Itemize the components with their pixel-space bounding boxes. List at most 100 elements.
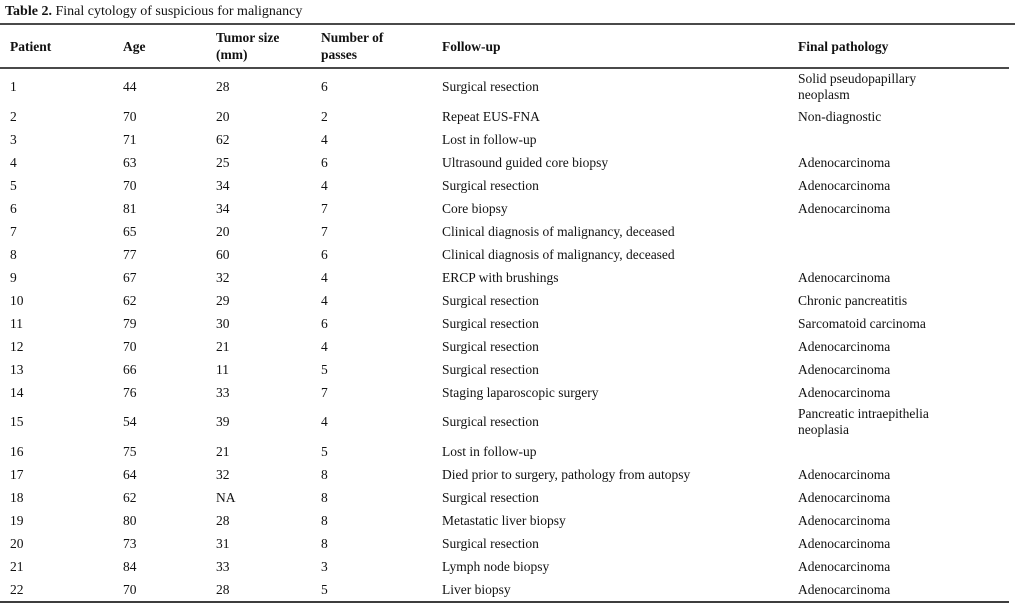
cell-tumor-size: 32 — [216, 269, 230, 285]
table-row: 9 67 32 4 ERCP with brushings Adenocarcinoma — [0, 266, 1009, 289]
table-row: 5 70 34 4 Surgical resection Adenocarcinoma — [0, 174, 1009, 197]
table-row: 11 79 30 6 Surgical resection Sarcomatoid car… — [0, 312, 1009, 335]
cell-follow-up: Clinical diagnosis of malignancy, deceas… — [442, 223, 675, 239]
table-row: 13 66 11 5 Surgical resection Adenocarcinoma — [0, 358, 1009, 381]
cell-tumor-size: 32 — [216, 466, 230, 482]
cell-patient: 15 — [10, 414, 24, 429]
cell-patient: 1 — [10, 79, 17, 94]
cell-follow-up: Surgical resection — [442, 177, 539, 193]
cell-pathology — [798, 128, 1009, 151]
cell-follow-up: Surgical resection — [442, 292, 539, 308]
cell-tumor-size: NA — [216, 489, 236, 505]
cell-patient: 9 — [10, 269, 17, 285]
cell-passes: 8 — [321, 466, 328, 482]
cell-passes: 6 — [321, 154, 328, 170]
cell-pathology: Adenocarcinoma — [798, 489, 891, 505]
table-row: 14 76 33 7 Staging laparoscopic surgery Adeno… — [0, 381, 1009, 404]
col-header-age: Age — [123, 25, 216, 69]
header-row: Patient Age Tumor size (mm) Number of pa… — [0, 25, 1009, 69]
cell-follow-up: ERCP with brushings — [442, 269, 559, 285]
cell-age: 84 — [123, 558, 137, 574]
cell-age: 75 — [123, 443, 137, 459]
table-row: 12 70 21 4 Surgical resection Adenocarcinoma — [0, 335, 1009, 358]
cell-passes: 6 — [321, 79, 328, 94]
cell-tumor-size: 60 — [216, 246, 230, 262]
table-row: 2 70 20 2 Repeat EUS-FNA Non-diagnostic — [0, 105, 1009, 128]
table-row: 19 80 28 8 Metastatic liver biopsy Adenocarci… — [0, 509, 1009, 532]
cell-age: 62 — [123, 489, 137, 505]
table-row: 4 63 25 6 Ultrasound guided core biopsy Adeno… — [0, 151, 1009, 174]
table-row: 15 54 39 4 Surgical resection Pancreatic intr… — [0, 404, 1009, 440]
cell-follow-up: Metastatic liver biopsy — [442, 512, 566, 528]
cell-follow-up: Surgical resection — [442, 315, 539, 331]
cell-pathology: Adenocarcinoma — [798, 558, 891, 574]
cell-patient: 19 — [10, 512, 24, 528]
cell-tumor-size: 28 — [216, 581, 230, 597]
cell-patient: 16 — [10, 443, 24, 459]
cell-patient: 13 — [10, 361, 24, 377]
cell-tumor-size: 33 — [216, 384, 230, 400]
cell-pathology: Adenocarcinoma — [798, 338, 891, 354]
cell-pathology: Chronic pancreatitis — [798, 292, 908, 308]
table-row: 6 81 34 7 Core biopsy Adenocarcinoma — [0, 197, 1009, 220]
cell-age: 67 — [123, 269, 137, 285]
cell-passes: 8 — [321, 489, 328, 505]
cell-age: 71 — [123, 131, 137, 147]
final-cytology-table: Patient Age Tumor size (mm) Number of pa… — [0, 25, 1009, 603]
cell-pathology: Adenocarcinoma — [798, 384, 891, 400]
cell-tumor-size: 30 — [216, 315, 230, 331]
cell-pathology — [798, 440, 1009, 463]
cell-age: 76 — [123, 384, 137, 400]
cell-patient: 3 — [10, 131, 17, 147]
cell-tumor-size: 25 — [216, 154, 230, 170]
cell-follow-up: Lymph node biopsy — [442, 558, 550, 574]
cell-follow-up: Surgical resection — [442, 489, 539, 505]
cell-passes: 5 — [321, 361, 328, 377]
cell-follow-up: Died prior to surgery, pathology from au… — [442, 466, 691, 482]
cell-tumor-size: 33 — [216, 558, 230, 574]
cell-follow-up: Liver biopsy — [442, 581, 511, 597]
cell-pathology: Adenocarcinoma — [798, 154, 891, 170]
cell-tumor-size: 31 — [216, 535, 230, 551]
cell-age: 54 — [123, 414, 137, 429]
cell-follow-up: Surgical resection — [442, 361, 539, 377]
cell-patient: 18 — [10, 489, 24, 505]
table-row: 21 84 33 3 Lymph node biopsy Adenocarcinoma — [0, 555, 1009, 578]
cell-pathology: Adenocarcinoma — [798, 466, 891, 482]
cell-age: 73 — [123, 535, 137, 551]
cell-patient: 10 — [10, 292, 24, 308]
cell-passes: 4 — [321, 292, 328, 308]
cell-passes: 4 — [321, 269, 328, 285]
cell-pathology: Adenocarcinoma — [798, 581, 891, 597]
cell-passes: 6 — [321, 315, 328, 331]
table-caption-label: Table 2. — [5, 4, 52, 19]
col-header-tumor-size: Tumor size (mm) — [216, 25, 321, 69]
cell-age: 70 — [123, 581, 137, 597]
table-body: 1 44 28 6 Surgical resection Solid pseudopapi… — [0, 68, 1009, 602]
table-caption-text: Final cytology of suspicious for maligna… — [51, 4, 303, 19]
table-row: 1 44 28 6 Surgical resection Solid pseudopapi… — [0, 68, 1009, 105]
cell-age: 70 — [123, 177, 137, 193]
cell-age: 80 — [123, 512, 137, 528]
table-row: 16 75 21 5 Lost in follow-up — [0, 440, 1009, 463]
cell-follow-up: Surgical resection — [442, 535, 539, 551]
col-header-passes: Number of passes — [321, 25, 442, 69]
col-header-patient: Patient — [0, 25, 123, 69]
cell-patient: 11 — [10, 315, 23, 331]
cell-tumor-size: 34 — [216, 177, 230, 193]
cell-tumor-size: 34 — [216, 200, 230, 216]
cell-age: 44 — [123, 79, 137, 94]
cell-age: 70 — [123, 338, 137, 354]
cell-age: 62 — [123, 292, 137, 308]
table-row: 3 71 62 4 Lost in follow-up — [0, 128, 1009, 151]
cell-tumor-size: 29 — [216, 292, 230, 308]
table-row: 7 65 20 7 Clinical diagnosis of malignancy, … — [0, 220, 1009, 243]
cell-pathology — [798, 220, 1009, 243]
cell-patient: 8 — [10, 246, 17, 262]
cell-tumor-size: 28 — [216, 79, 230, 94]
cell-passes: 5 — [321, 581, 328, 597]
cell-age: 79 — [123, 315, 137, 331]
table-row: 10 62 29 4 Surgical resection Chronic pancrea… — [0, 289, 1009, 312]
cell-age: 77 — [123, 246, 137, 262]
cell-follow-up: Surgical resection — [442, 414, 539, 429]
